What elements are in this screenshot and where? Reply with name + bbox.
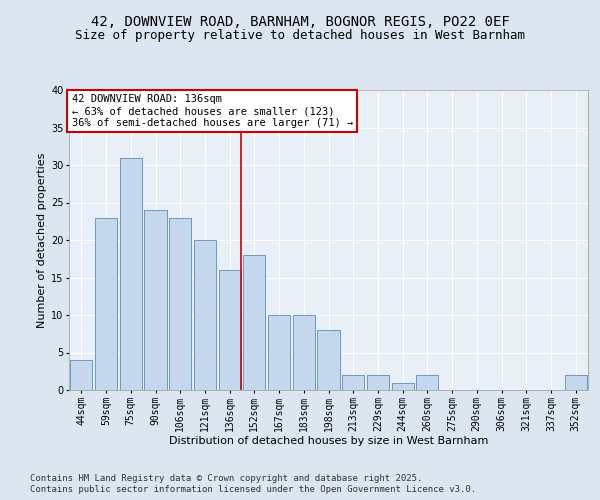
- Text: 42 DOWNVIEW ROAD: 136sqm
← 63% of detached houses are smaller (123)
36% of semi-: 42 DOWNVIEW ROAD: 136sqm ← 63% of detach…: [71, 94, 353, 128]
- Bar: [268, 315, 290, 390]
- Text: Size of property relative to detached houses in West Barnham: Size of property relative to detached ho…: [75, 28, 525, 42]
- Bar: [293, 315, 315, 390]
- Bar: [317, 330, 340, 390]
- Bar: [367, 375, 389, 390]
- Bar: [565, 375, 587, 390]
- Bar: [243, 255, 265, 390]
- Bar: [194, 240, 216, 390]
- Bar: [342, 375, 364, 390]
- Bar: [70, 360, 92, 390]
- Bar: [145, 210, 167, 390]
- Bar: [392, 382, 414, 390]
- Text: Contains public sector information licensed under the Open Government Licence v3: Contains public sector information licen…: [30, 485, 476, 494]
- Text: 42, DOWNVIEW ROAD, BARNHAM, BOGNOR REGIS, PO22 0EF: 42, DOWNVIEW ROAD, BARNHAM, BOGNOR REGIS…: [91, 15, 509, 29]
- Text: Contains HM Land Registry data © Crown copyright and database right 2025.: Contains HM Land Registry data © Crown c…: [30, 474, 422, 483]
- Y-axis label: Number of detached properties: Number of detached properties: [37, 152, 47, 328]
- Bar: [95, 218, 117, 390]
- X-axis label: Distribution of detached houses by size in West Barnham: Distribution of detached houses by size …: [169, 436, 488, 446]
- Bar: [416, 375, 439, 390]
- Bar: [218, 270, 241, 390]
- Bar: [169, 218, 191, 390]
- Bar: [119, 158, 142, 390]
